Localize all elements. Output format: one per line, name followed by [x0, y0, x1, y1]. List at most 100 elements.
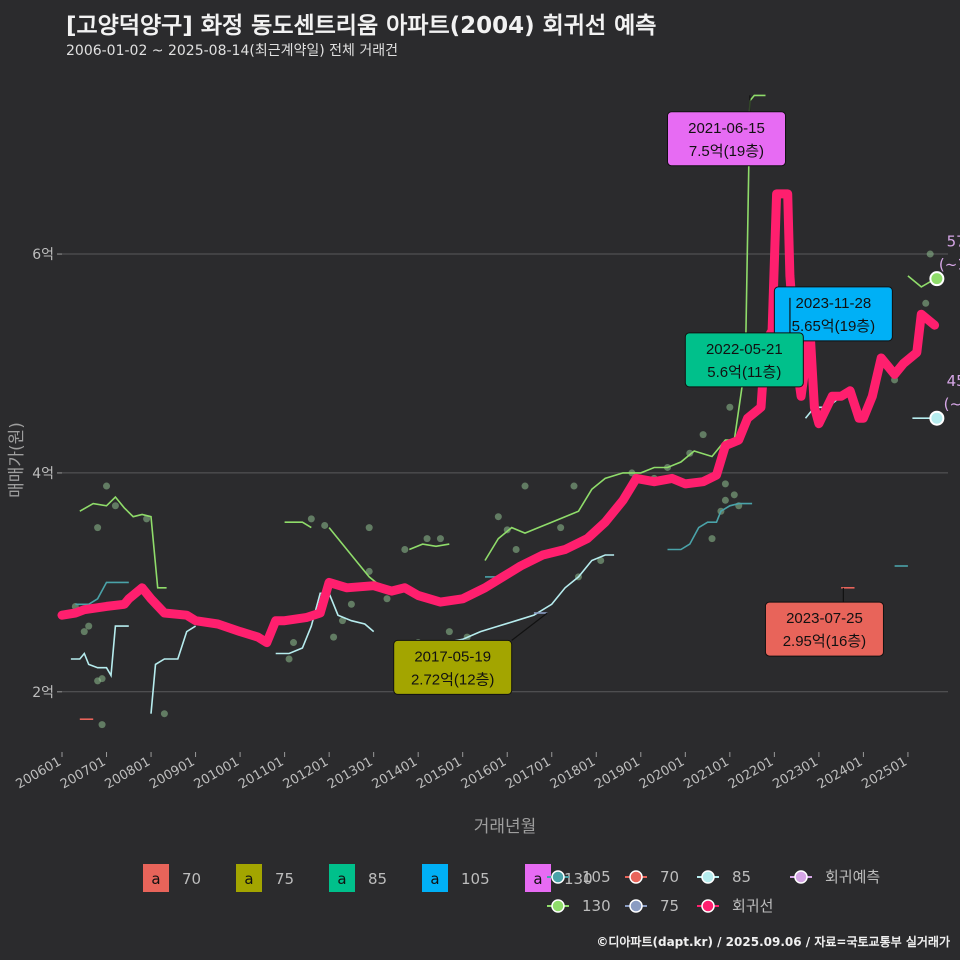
scatter-point [290, 639, 298, 647]
scatter-point [160, 710, 168, 718]
annotation-price: 2.72억(12층) [411, 671, 494, 688]
annotation-label: 2022-05-21 5.6억(11층) [684, 297, 804, 388]
legend-label: 130 [582, 897, 611, 915]
scatter-point [721, 496, 729, 504]
scatter-point [512, 546, 520, 554]
legend-item-area: a 85 [329, 864, 387, 892]
annotation-box [667, 111, 787, 167]
legend-dot [629, 899, 643, 913]
x-tick-label: 201601 [459, 754, 509, 792]
data-credit: ©디아파트(dapt.kr) / 2025.09.06 / 자료=국토교통부 실… [596, 935, 950, 949]
series-line-130 [79, 495, 167, 589]
legend-swatch [236, 864, 262, 892]
scatter-point [557, 524, 565, 532]
legend-label: 85 [732, 868, 751, 886]
forecast-area: (~85㎡) [944, 395, 960, 413]
x-tick-label: 200701 [58, 754, 108, 792]
x-tick-label: 200801 [103, 754, 153, 792]
scatter-point [347, 600, 355, 608]
x-tick-label: 200601 [14, 754, 64, 792]
legend-dot [629, 870, 643, 884]
legend-item-line: 회귀예측 [790, 868, 880, 886]
annotation-box [393, 639, 513, 695]
scatter-point [143, 515, 151, 523]
legend-label: 130 [564, 870, 593, 888]
scatter-point [365, 567, 373, 575]
annotation-date: 2021-06-15 [688, 120, 765, 137]
scatter-point [721, 480, 729, 488]
scatter-point [383, 595, 391, 603]
legend-item-line: 85 [697, 868, 751, 886]
x-tick-label: 202301 [770, 754, 820, 792]
annotation-date: 2023-07-25 [786, 610, 863, 627]
legend-swatch [329, 864, 355, 892]
x-tick-label: 201001 [192, 754, 242, 792]
y-tick-label: 2억 [32, 685, 54, 701]
legend-label: 회귀선 [732, 897, 773, 915]
x-tick-label: 202401 [815, 754, 865, 792]
scatter-point [321, 521, 329, 529]
legend-swatch [143, 864, 169, 892]
scatter-point [80, 628, 88, 636]
legend-item-area: a 105 [422, 864, 490, 892]
legend-dot [794, 870, 808, 884]
legend-swatch-key: a [337, 870, 346, 888]
x-tick-label: 201501 [414, 754, 464, 792]
annotation-date: 2023-11-28 [796, 295, 872, 312]
scatter-point [926, 250, 934, 258]
annotation-price: 2.95억(16층) [783, 633, 866, 650]
legend-label: 회귀예측 [825, 868, 880, 886]
scatter-point [570, 482, 578, 490]
scatter-point [708, 535, 716, 543]
annotation-box [764, 601, 884, 657]
legend-dot [551, 870, 565, 884]
legend-label: 75 [660, 897, 679, 915]
scatter-point [111, 502, 119, 510]
annotation-box [684, 332, 804, 388]
scatter-point [401, 546, 409, 554]
annotation-price: 5.6억(11층) [707, 364, 781, 381]
legend-label: 85 [368, 870, 387, 888]
scatter-point [103, 482, 111, 490]
forecast-point [929, 271, 945, 287]
series-line-130 [408, 543, 450, 551]
legend-dot [551, 899, 565, 913]
annotation-leader [511, 612, 548, 641]
legend-item-area: a 130 [525, 864, 593, 892]
series-line-85 [70, 625, 129, 678]
y-axis-label: 매매가(원) [7, 422, 27, 498]
annotation-label: 2023-07-25 2.95억(16층) [764, 587, 884, 657]
legend-swatch [422, 864, 448, 892]
forecast-point [929, 410, 945, 426]
scatter-point [98, 721, 106, 729]
scatter-point [494, 513, 502, 521]
legend-label: 75 [275, 870, 294, 888]
series-line-130 [284, 521, 312, 529]
scatter-point [922, 299, 930, 307]
scatter-point [330, 633, 338, 641]
x-tick-label: 202501 [859, 754, 909, 792]
x-tick-label: 201801 [548, 754, 598, 792]
series-line-105 [667, 502, 753, 551]
legend-item-area: a 75 [236, 864, 294, 892]
scatter-point [503, 526, 511, 534]
scatter-point [686, 449, 694, 457]
forecast-value: 45,000 [947, 372, 960, 390]
scatter-point [730, 491, 738, 499]
scatter-point [436, 535, 444, 543]
scatter-point [338, 617, 346, 625]
annotation-price: 7.5억(19층) [689, 143, 764, 160]
annotation-label: 2021-06-15 7.5억(19층) [667, 95, 787, 167]
y-tick-label: 6억 [32, 247, 54, 263]
forecast-value: 57,750 [947, 233, 960, 251]
scatter-point [597, 556, 605, 564]
legend-label: 105 [582, 868, 611, 886]
legend-item-line: 75 [625, 897, 679, 915]
legend-label: 105 [461, 870, 490, 888]
x-tick-label: 201701 [503, 754, 553, 792]
legend-swatch-key: a [151, 870, 160, 888]
x-tick-label: 202201 [726, 754, 776, 792]
legend-item-line: 회귀선 [697, 897, 773, 915]
legend-dot [701, 899, 715, 913]
